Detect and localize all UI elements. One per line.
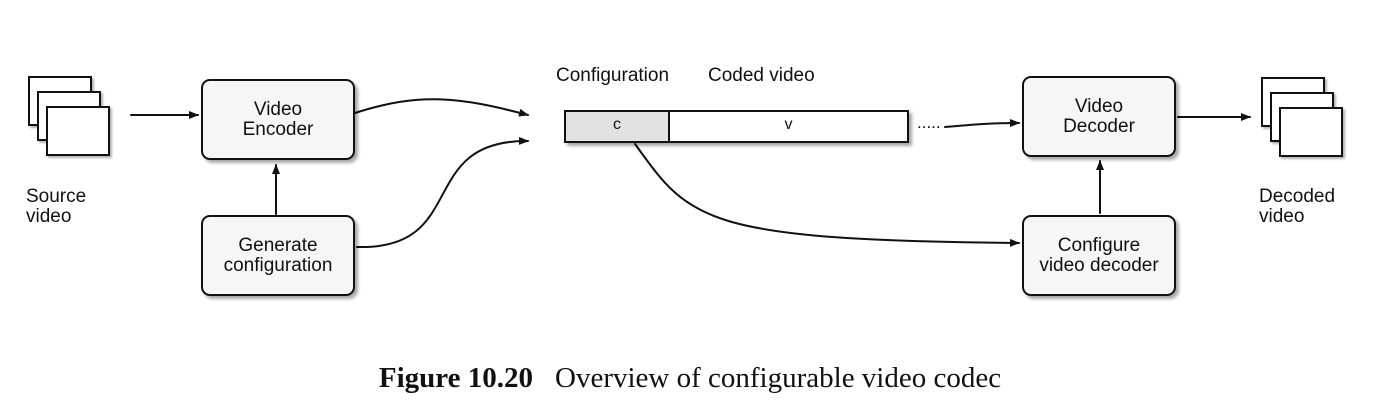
video-segment: v: [784, 116, 793, 133]
coded-video-label: Coded video: [708, 65, 815, 86]
arrow-config-to-configure-decoder: [634, 143, 1020, 247]
arrow-encoder-to-bitstream: [354, 98, 529, 117]
configure-video-decoder-box: Configure video decoder: [1022, 215, 1176, 296]
caption-number: Figure 10.20: [378, 362, 534, 394]
generate-configuration-box: Generate configuration: [201, 215, 355, 296]
configuration-label: Configuration: [556, 65, 670, 86]
coded-bitstream: c v: [564, 110, 909, 143]
figure-caption: Figure 10.20 Overview of configurable vid…: [0, 362, 1380, 395]
arrow-generate-to-bitstream: [356, 136, 529, 249]
video-encoder-box: Video Encoder: [201, 79, 355, 160]
connector-layer: [130, 98, 1251, 249]
config-segment: c: [566, 112, 670, 141]
configure-video-decoder-label: Configure video decoder: [1039, 234, 1159, 276]
decoded-video-label: Decoded video: [1259, 186, 1336, 227]
arrow-dots-to-decoder: [944, 119, 1020, 128]
generate-configuration-label: Generate configuration: [223, 234, 333, 276]
video-decoder-box: Video Decoder: [1022, 76, 1176, 157]
codec-diagram: Source video Video Encoder Generate conf…: [26, 65, 1343, 296]
caption-text: Overview of configurable video codec: [555, 362, 1002, 394]
video-decoder-label: Video Decoder: [1063, 95, 1135, 137]
source-video-label: Source video: [26, 186, 87, 227]
video-encoder-label: Video Encoder: [242, 98, 314, 140]
continuation-dots: .....: [917, 113, 941, 132]
